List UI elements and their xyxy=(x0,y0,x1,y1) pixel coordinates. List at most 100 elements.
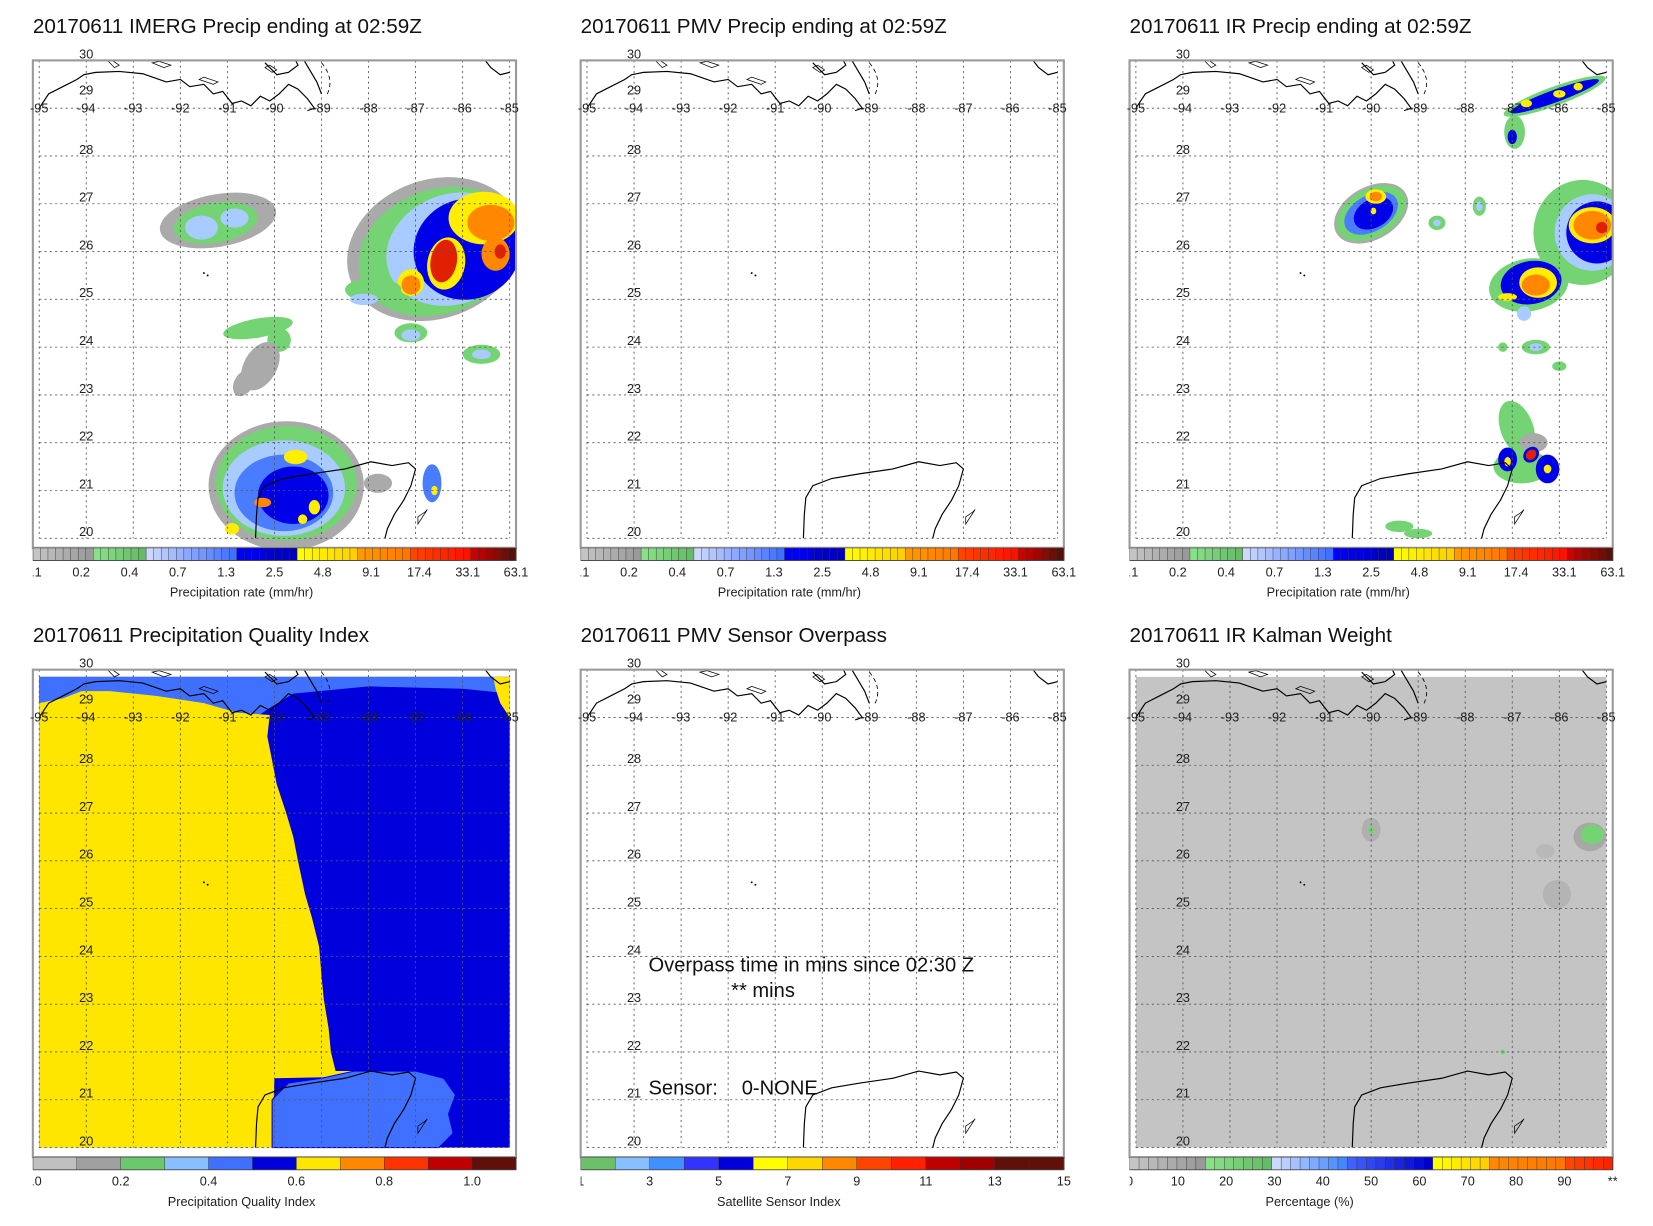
colorbar-tick-label: 0.1 xyxy=(581,564,590,579)
colorbar-cell xyxy=(228,547,238,561)
colorbar-cell xyxy=(259,547,268,561)
colorbar-cell xyxy=(942,547,952,561)
lake-outline xyxy=(150,60,173,68)
lon-tick-label: -92 xyxy=(1268,100,1286,115)
colorbar-cell xyxy=(1280,547,1289,561)
colorbar-cell xyxy=(1529,547,1538,561)
panel-title-pmv: 20170611 PMV Precip ending at 02:59Z xyxy=(580,14,947,39)
colorbar-cell xyxy=(1309,1156,1320,1171)
colorbar-cell xyxy=(1470,1156,1481,1171)
reef-dot xyxy=(202,272,205,275)
colorbar-cell xyxy=(1484,547,1493,561)
precip-cell xyxy=(254,497,272,508)
coastline xyxy=(586,60,1058,539)
colorbar-cell xyxy=(889,547,899,561)
lon-tick-label: -88 xyxy=(1456,710,1474,725)
precip-cell xyxy=(224,523,240,535)
lat-tick-label: 24 xyxy=(627,333,641,348)
colorbar-cell xyxy=(1508,1156,1519,1171)
colorbar-cell xyxy=(1498,1156,1510,1171)
precip-cell xyxy=(467,204,515,241)
colorbar-cell xyxy=(168,547,177,561)
precip-cell xyxy=(1369,191,1382,202)
colorbar-cell xyxy=(678,547,687,561)
lon-tick-label: -89 xyxy=(1409,100,1427,115)
colorbar-cell xyxy=(1355,547,1365,561)
reef-dot xyxy=(754,274,757,277)
lat-tick-label: 26 xyxy=(79,847,93,862)
lon-tick-label: -87 xyxy=(1503,100,1521,115)
lat-tick-label: 21 xyxy=(1176,476,1190,491)
lake-outline xyxy=(812,674,826,683)
lat-tick-label: 29 xyxy=(79,82,93,97)
colorbar-axis-label: Satellite Sensor Index xyxy=(717,1194,841,1209)
colorbar-cell xyxy=(1423,547,1433,561)
colorbar-cell xyxy=(1527,1156,1538,1171)
coastline xyxy=(1135,60,1607,539)
colorbar-cell xyxy=(1451,1156,1462,1171)
map-canvas: -95 -94 -93 -92 -91 -90 -89 -88 -87 -86 -85 30 29 28 2… xyxy=(1127,656,1616,1159)
lat-tick-label: 21 xyxy=(1176,1086,1190,1101)
colorbar-tick-label: 60 xyxy=(1412,1174,1426,1189)
colorbar-cell xyxy=(1394,1156,1405,1171)
map-canvas: -95 -94 -93 -92 -91 -90 -89 -88 -87 -86 -85 30 29 28 2… xyxy=(30,46,519,549)
lake-outline xyxy=(1203,60,1217,69)
colorbar-cell xyxy=(1318,1156,1330,1171)
colorbar-cell xyxy=(1386,547,1395,561)
colorbar-tick-label: 63.1 xyxy=(1051,564,1076,579)
reef-dot xyxy=(206,274,209,277)
lon-tick-label: -87 xyxy=(954,100,972,115)
colorbar-cell xyxy=(1328,1156,1339,1171)
lat-tick-label: 30 xyxy=(1176,656,1190,671)
colorbar-cell xyxy=(47,547,57,561)
colorbar-cell xyxy=(1559,547,1568,561)
lat-tick-label: 30 xyxy=(627,46,641,61)
shelf-outline xyxy=(1417,671,1428,706)
colorbar-cell xyxy=(973,547,982,561)
colorbar-cell xyxy=(799,547,808,561)
colorbar-cell xyxy=(1227,547,1236,561)
coastline-segment xyxy=(1400,669,1419,704)
colorbar-cell xyxy=(349,547,359,561)
lon-tick-label: -86 xyxy=(453,100,471,115)
colorbar-cell xyxy=(753,1156,789,1171)
colorbar-tick-label: 33.1 xyxy=(455,564,480,579)
colorbar-cell xyxy=(663,547,672,561)
colorbar-canvas: 0.1 0.2 0.4 0.7 1.3 2.5 4.8 9.1 17.4 33.1 63.1 Prec… xyxy=(572,547,1076,600)
colorbar-axis-label: Precipitation rate (mm/hr) xyxy=(718,585,861,600)
colorbar-cell xyxy=(462,547,472,561)
colorbar-cell xyxy=(882,547,891,561)
lat-tick-label: 22 xyxy=(627,429,641,444)
colorbar-cell xyxy=(1489,1156,1500,1171)
colorbar-tick-label: 0.7 xyxy=(1266,564,1284,579)
lon-tick-label: -94 xyxy=(1174,710,1192,725)
colorbar-cell xyxy=(410,547,419,561)
precip-cell xyxy=(1596,221,1608,234)
colorbar-cell xyxy=(746,547,755,561)
colorbar-cell xyxy=(1375,1156,1386,1171)
lake-outline xyxy=(746,76,767,85)
colorbar-cell xyxy=(754,547,763,561)
colorbar-border xyxy=(1129,1156,1614,1171)
reef-dot xyxy=(750,881,753,884)
colorbar-cell xyxy=(1048,547,1057,561)
lat-tick-label: 27 xyxy=(627,799,641,814)
lon-tick-label: -88 xyxy=(1456,100,1474,115)
colorbar-tick-label: 0.0 xyxy=(33,1174,42,1189)
lat-tick-label: 27 xyxy=(627,190,641,205)
colorbar-cell xyxy=(470,547,479,561)
lat-tick-label: 20 xyxy=(1176,524,1190,539)
colorbar-cell xyxy=(1565,1156,1576,1171)
colorbar-cell xyxy=(980,547,989,561)
map-panel-pmv: -95 -94 -93 -92 -91 -90 -89 -88 -87 -86 -85 30 29 28 2… xyxy=(578,46,1067,549)
sensor-label: Sensor: xyxy=(648,1077,718,1100)
coastline-segment xyxy=(812,669,847,685)
colorbar-cell xyxy=(1416,547,1425,561)
colorbar-cell xyxy=(957,547,967,561)
coastline-segment xyxy=(1351,461,1513,539)
colorbar-ir: 0.1 0.2 0.4 0.7 1.3 2.5 4.8 9.1 17.4 33.1 63.1 Prec… xyxy=(1121,547,1653,612)
precip-cell xyxy=(1580,825,1605,845)
lon-tick-label: -91 xyxy=(218,710,236,725)
colorbar-tick-label: ** xyxy=(1608,1174,1618,1189)
cozumel-island xyxy=(965,1118,976,1135)
